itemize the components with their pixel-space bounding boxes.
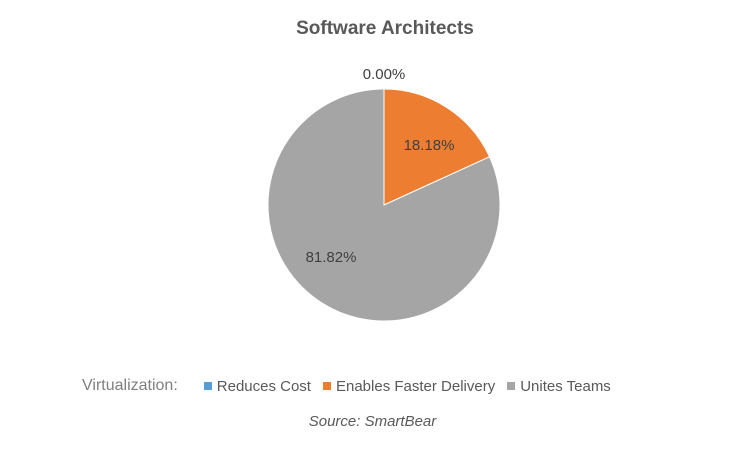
legend-label-reduces-cost: Reduces Cost: [216, 377, 311, 395]
data-label-unites-teams: 81.82%: [306, 249, 357, 266]
legend-item-reduces-cost: Reduces Cost: [203, 377, 311, 395]
chart-title: Software Architects: [296, 18, 474, 39]
pie-slice-unites-teams: [267, 88, 501, 322]
legend-item-unites-teams: Unites Teams: [507, 378, 611, 395]
legend-title: Virtualization:: [82, 377, 178, 394]
data-label-reduces-cost: 0.00%: [363, 66, 406, 83]
legend-swatch-reduces-cost: [203, 382, 212, 390]
data-label-enables-faster-delivery: 18.18%: [404, 137, 455, 154]
legend-item-enables-faster-delivery: Enables Faster Delivery: [322, 377, 496, 395]
legend-label-enables-faster-delivery: Enables Faster Delivery: [335, 377, 496, 395]
legend-label-unites-teams: Unites Teams: [520, 377, 611, 395]
legend-swatch-enables-faster-delivery: [322, 382, 331, 390]
legend-swatch-unites-teams: [507, 382, 516, 390]
pie-slice-enables-faster-delivery: [383, 88, 491, 206]
chart-source: Source: SmartBear: [308, 413, 437, 430]
legend: Virtualization: Reduces Cost Enables Fas…: [82, 377, 623, 395]
